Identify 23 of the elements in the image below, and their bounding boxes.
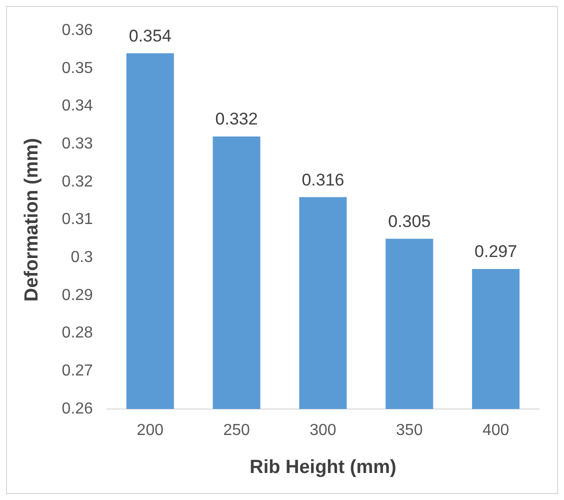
y-tick-label: 0.26 bbox=[62, 400, 94, 418]
y-tick-label: 0.35 bbox=[62, 60, 94, 77]
data-label: 0.354 bbox=[128, 26, 172, 46]
x-tick-label: 400 bbox=[482, 422, 510, 440]
y-tick-label: 0.34 bbox=[62, 98, 94, 115]
y-tick-label: 0.33 bbox=[62, 136, 94, 153]
x-tick-label: 200 bbox=[136, 422, 164, 440]
y-tick-label: 0.3 bbox=[70, 249, 94, 266]
data-label: 0.332 bbox=[215, 110, 258, 129]
y-tick-label: 0.32 bbox=[62, 173, 94, 190]
y-tick-label: 0.27 bbox=[62, 362, 94, 380]
y-axis-title: Deformation (mm) bbox=[22, 138, 43, 302]
y-tick-label: 0.36 bbox=[62, 22, 94, 40]
x-axis-title: Rib Height (mm) bbox=[250, 456, 396, 478]
y-tick-label: 0.28 bbox=[62, 324, 94, 342]
y-tick-label: 0.31 bbox=[62, 211, 94, 228]
data-label: 0.316 bbox=[302, 170, 344, 190]
data-label: 0.297 bbox=[474, 242, 518, 262]
y-tick-label: 0.29 bbox=[62, 286, 94, 304]
x-tick-label: 300 bbox=[310, 422, 336, 440]
data-label: 0.305 bbox=[388, 212, 431, 231]
x-tick-label: 350 bbox=[396, 422, 423, 440]
x-tick-label: 250 bbox=[223, 422, 250, 440]
